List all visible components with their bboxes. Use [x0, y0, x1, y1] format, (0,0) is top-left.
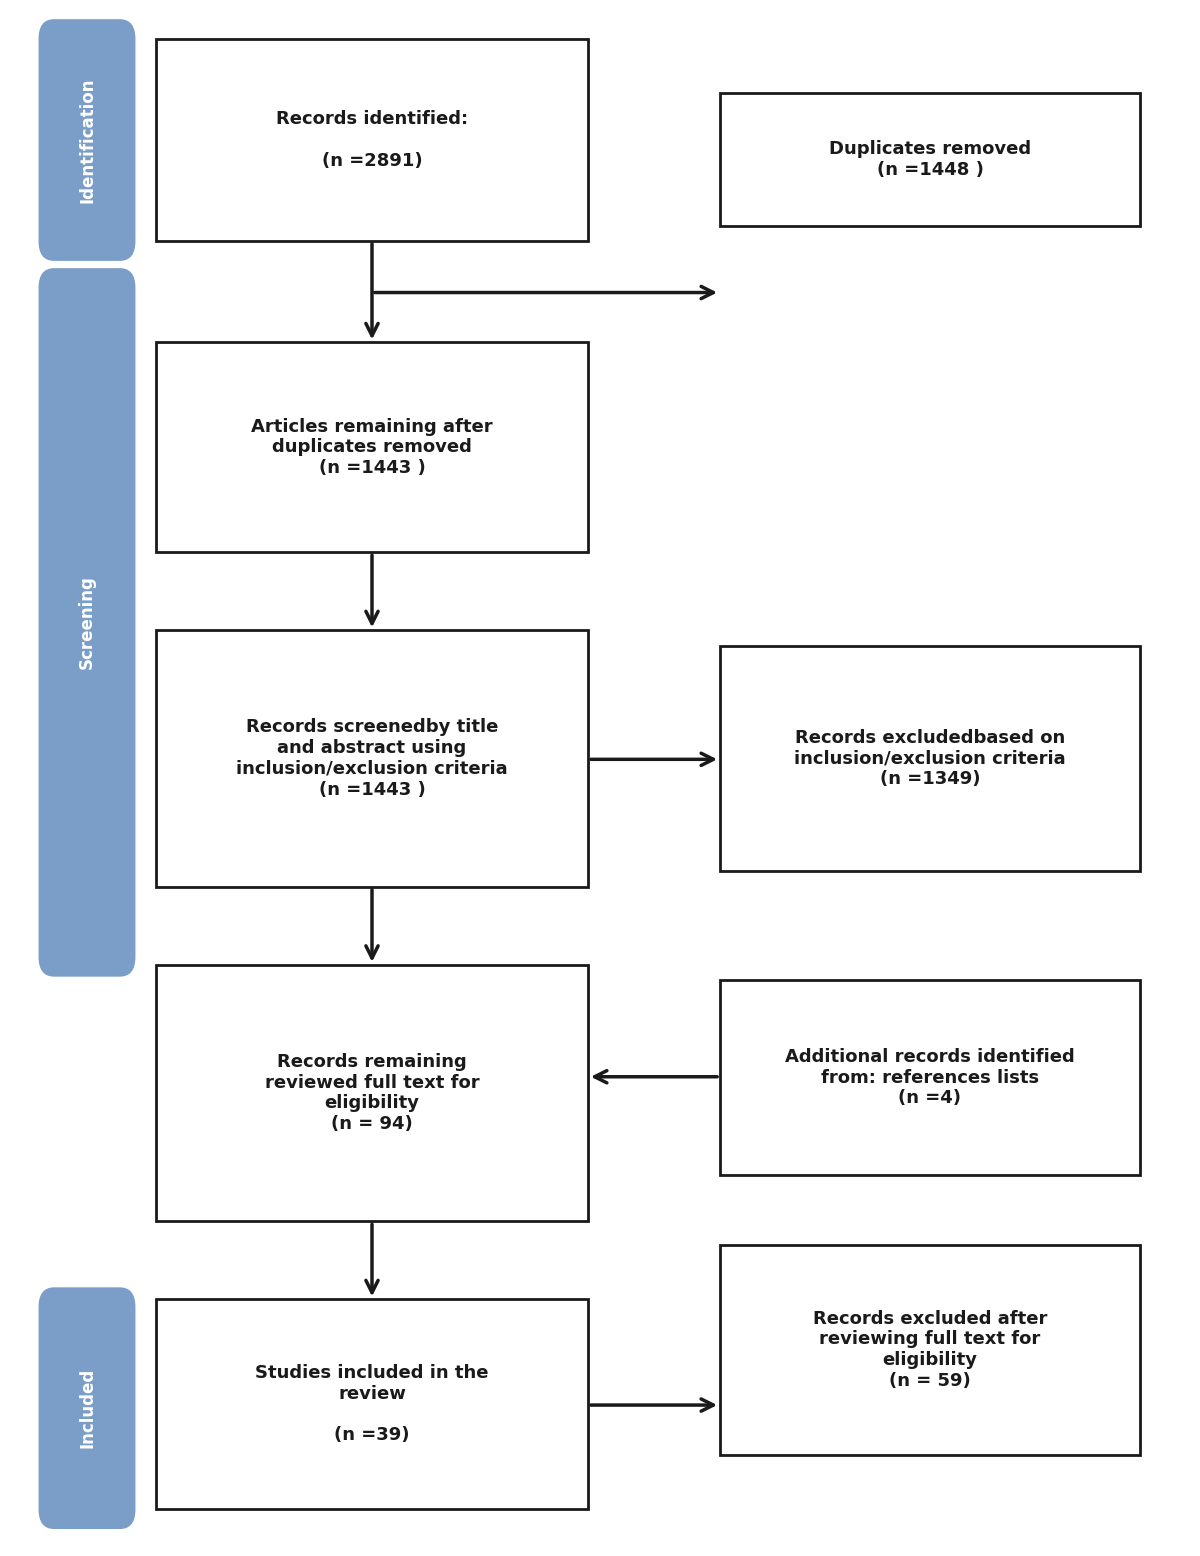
Text: Screening: Screening: [78, 576, 96, 669]
Text: Records excludedbased on
inclusion/exclusion criteria
(n =1349): Records excludedbased on inclusion/exclu…: [794, 728, 1066, 789]
Text: Records identified:

(n =2891): Records identified: (n =2891): [276, 110, 468, 170]
FancyBboxPatch shape: [156, 39, 588, 241]
Text: Records screenedby title
and abstract using
inclusion/exclusion criteria
(n =144: Records screenedby title and abstract us…: [236, 719, 508, 798]
FancyBboxPatch shape: [40, 20, 134, 260]
FancyBboxPatch shape: [40, 269, 134, 976]
FancyBboxPatch shape: [720, 93, 1140, 226]
FancyBboxPatch shape: [720, 980, 1140, 1175]
Text: Duplicates removed
(n =1448 ): Duplicates removed (n =1448 ): [829, 140, 1031, 179]
FancyBboxPatch shape: [40, 1288, 134, 1528]
FancyBboxPatch shape: [156, 630, 588, 887]
FancyBboxPatch shape: [720, 646, 1140, 871]
Text: Identification: Identification: [78, 78, 96, 202]
FancyBboxPatch shape: [156, 965, 588, 1221]
Text: Records excluded after
reviewing full text for
eligibility
(n = 59): Records excluded after reviewing full te…: [812, 1310, 1048, 1390]
Text: Additional records identified
from: references lists
(n =4): Additional records identified from: refe…: [785, 1047, 1075, 1108]
Text: Records remaining
reviewed full text for
eligibility
(n = 94): Records remaining reviewed full text for…: [265, 1053, 479, 1133]
FancyBboxPatch shape: [156, 1299, 588, 1509]
Text: Articles remaining after
duplicates removed
(n =1443 ): Articles remaining after duplicates remo…: [251, 417, 493, 478]
FancyBboxPatch shape: [156, 342, 588, 552]
FancyBboxPatch shape: [720, 1245, 1140, 1455]
Text: Studies included in the
review

(n =39): Studies included in the review (n =39): [256, 1365, 488, 1444]
Text: Included: Included: [78, 1368, 96, 1449]
